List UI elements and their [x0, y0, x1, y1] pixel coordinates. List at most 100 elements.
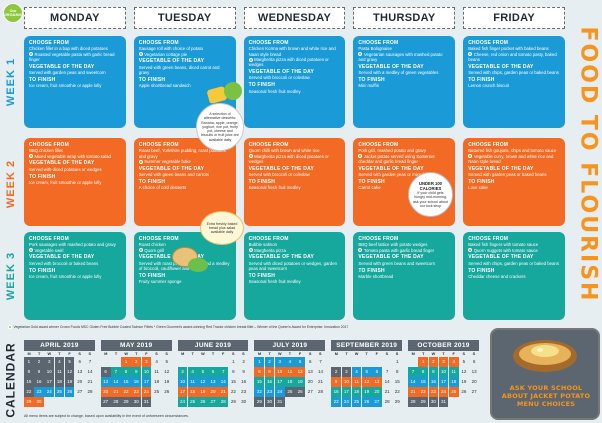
calendar-day	[408, 357, 418, 367]
calendar-day: 28	[87, 389, 93, 394]
calendar-day	[101, 357, 111, 367]
option-text: Pasta Bolognaise	[358, 46, 392, 52]
calendar-day: 4	[155, 359, 158, 364]
calendar-day: 27	[471, 389, 477, 394]
week-2-label-text: WEEK 2	[5, 159, 17, 209]
calendar-day: 1	[24, 357, 34, 367]
weekday-letter: M	[27, 352, 31, 356]
main-option: Roast beef, Yorkshire pudding, roast pot…	[139, 148, 231, 159]
calendar-day: 8	[121, 367, 131, 377]
calendar-day: 25	[351, 397, 362, 407]
vegetable-text: Served with chips, garden peas or baked …	[468, 260, 559, 266]
jacket-potato-text: ASK YOUR SCHOOL ABOUT JACKET POTATO MENU…	[501, 384, 591, 409]
to-finish-heading: TO FINISH	[138, 272, 166, 279]
choose-from-heading: CHOOSE FROM	[358, 142, 399, 148]
calendar-day: 19	[64, 377, 75, 387]
calendar-day: 8	[396, 369, 399, 374]
vegetable-text: Served with garden peas and sweetcorn	[29, 70, 106, 76]
week-1-label-text: WEEK 1	[5, 57, 17, 107]
weekday-letter: F	[222, 352, 225, 356]
calendar-day: 31	[274, 397, 285, 407]
calendar-day: 25	[154, 389, 160, 394]
week-2-row: CHOOSE FROM BBQ chicken fillet Mixed veget…	[24, 138, 565, 226]
calendar-day: 27	[372, 397, 382, 407]
vegetarian-dot-icon	[468, 248, 473, 253]
weekday-letter: W	[431, 352, 436, 356]
vegetarian-option: Tomato pasta with garlic bread finger	[358, 248, 450, 253]
calendar-day: 15	[24, 377, 34, 387]
to-finish-heading: TO FINISH	[29, 76, 56, 83]
calendar-day: 17	[141, 377, 152, 387]
weekday-letter: T	[211, 352, 215, 356]
menu-card-week1-wednesday: CHOOSE FROM Chicken Korma with brown and …	[243, 36, 346, 128]
choose-from-heading: CHOOSE FROM	[138, 236, 179, 242]
calendar-day: 22	[121, 387, 131, 397]
calendar-day: 27	[100, 397, 111, 407]
calendar-day: 27	[208, 397, 218, 407]
vegetarian-dot-icon	[468, 52, 473, 57]
calendar-day: 12	[461, 369, 467, 374]
calendar-day: 29	[254, 397, 265, 407]
calendar-day: 5	[295, 357, 305, 367]
calendar-month: JULY 2019 M T W T F S S 1 2 3 4 5 6 7 8 9 10 11 12 13 14 15 16 1…	[254, 340, 326, 414]
calendar-day: 14	[317, 369, 323, 374]
legend: Vegetarian Gold award winner Crown Foods…	[8, 325, 568, 330]
calendar-day: 14	[384, 379, 390, 384]
weekday-letter: M	[257, 352, 262, 356]
calendar-day	[316, 397, 326, 407]
choose-from-heading: CHOOSE FROM	[29, 236, 69, 242]
calendar-day: 15	[418, 377, 429, 387]
calendar-day: 30	[428, 397, 439, 407]
main-option: BBQ beef lattice with potato wedges	[358, 242, 450, 247]
vegetarian-dot-icon	[29, 154, 33, 159]
to-finish-heading: TO FINISH	[248, 82, 276, 89]
dessert-text: Love cake	[468, 185, 488, 191]
vegetable-text: Served with garden peas or baked beans	[468, 172, 547, 178]
weekday-letter: M	[411, 352, 415, 356]
calendar-day: 15	[121, 377, 131, 387]
option-text: BBQ chicken fillet	[29, 148, 63, 154]
calendar-day: 21	[87, 379, 93, 384]
dessert-text: A choice of cold desserts	[138, 185, 187, 191]
option-text: Jacket potato served using Somerset ched…	[358, 153, 435, 164]
weekday-letter: T	[114, 352, 118, 356]
calendar-day	[331, 357, 341, 367]
vegetable-text: Served with broccoli or coleslaw	[248, 172, 310, 178]
option-text: Vegetable curry, brown and white rice an…	[468, 153, 554, 164]
calendar-day: 26	[361, 397, 372, 407]
dessert-text: Ice cream, fruit smoothie or apple lolly	[29, 83, 102, 89]
calendar-day	[55, 397, 65, 407]
calendar-day: 1	[232, 359, 235, 364]
vegetable-heading: VEGETABLE OF THE DAY	[468, 165, 534, 172]
weekday-letter: F	[452, 352, 455, 356]
to-finish-heading: TO FINISH	[29, 267, 56, 274]
calendar-day	[111, 357, 121, 367]
vegetable-heading: VEGETABLE OF THE DAY	[29, 63, 95, 70]
vegetable-text: Served with diced potatoes or wedges	[29, 166, 102, 172]
menu-card-week1-friday: CHOOSE FROM Baked fish finger pocket with…	[463, 36, 565, 128]
calendar-label-text: CALENDAR	[4, 342, 18, 418]
calendar-day: 4	[351, 367, 362, 377]
to-finish-heading: TO FINISH	[468, 76, 495, 83]
calendar-day: 29	[418, 397, 429, 407]
calendar-day: 30	[34, 397, 44, 407]
calendar-day	[152, 397, 162, 407]
choose-from-heading: CHOOSE FROM	[248, 142, 289, 148]
choose-from-heading: CHOOSE FROM	[468, 236, 509, 242]
calendar-day: 7	[319, 359, 322, 364]
calendar-label: CALENDAR	[0, 340, 22, 420]
calendar-day: 16	[331, 387, 341, 397]
dessert-text: Marble shortbread	[358, 273, 394, 279]
calendar-day: 5	[198, 367, 208, 377]
vegetable-heading: VEGETABLE OF THE DAY	[358, 254, 424, 261]
calendar-day: 28	[218, 397, 229, 407]
calendar-day: 14	[218, 377, 229, 387]
calendar-day	[85, 397, 95, 407]
calendar-day: 6	[100, 367, 111, 377]
jacket-potato-box: ASK YOUR SCHOOL ABOUT JACKET POTATO MENU…	[490, 328, 600, 420]
calendar-day: 1	[121, 357, 131, 367]
calendar-day: 19	[164, 379, 170, 384]
main-option: Chicken Korma with brown and white rice …	[249, 46, 341, 57]
calendar-day	[352, 357, 362, 367]
option-text: Margherita pizza	[254, 247, 286, 253]
